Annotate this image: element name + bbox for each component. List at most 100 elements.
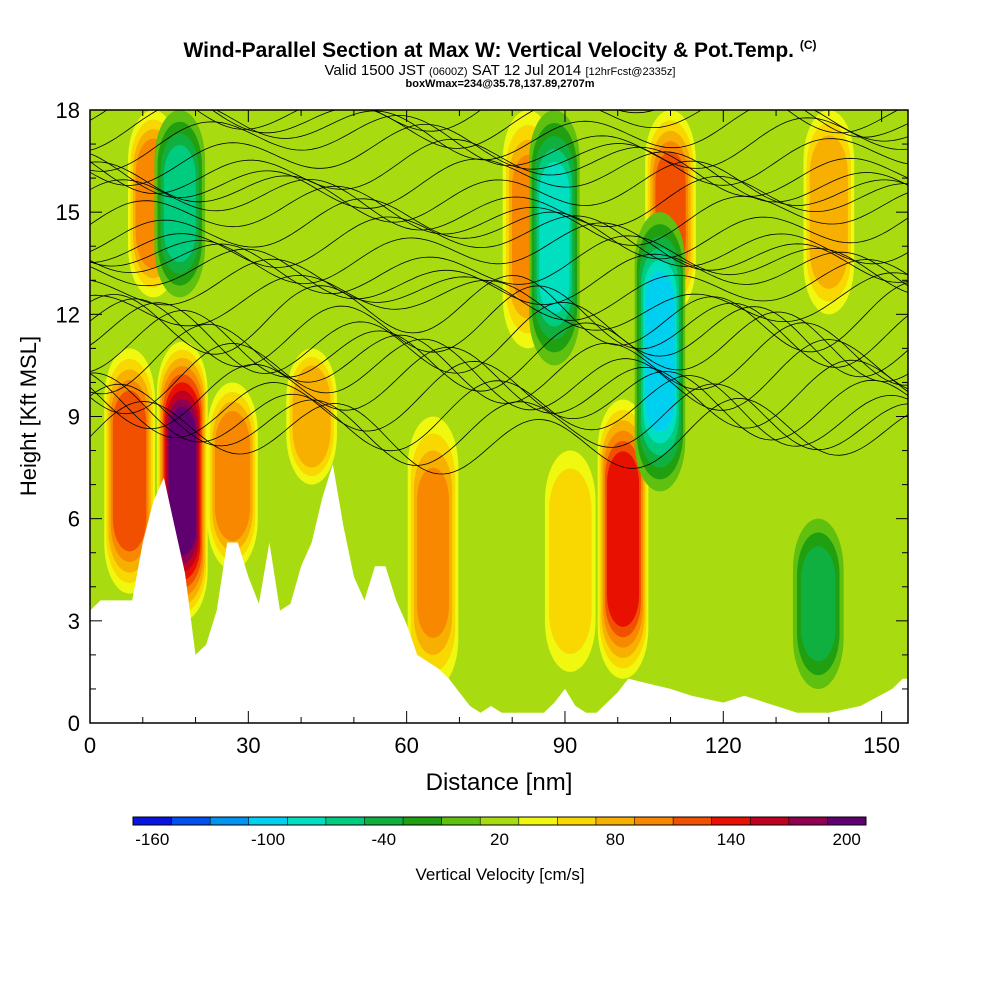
velocity-core <box>407 416 459 689</box>
velocity-band <box>417 467 450 638</box>
x-tick-label: 0 <box>84 733 96 758</box>
isentrope-line <box>90 397 908 475</box>
title-main: Wind-Parallel Section at Max W: Vertical… <box>183 39 794 62</box>
velocity-core <box>286 348 337 485</box>
velocity-core <box>154 110 206 298</box>
colorbar-segment <box>441 817 481 825</box>
velocity-band <box>608 461 638 617</box>
chart-title: Wind-Parallel Section at Max W: Vertical… <box>0 38 1000 63</box>
plot-area <box>89 109 909 724</box>
velocity-band <box>552 486 588 637</box>
velocity-core <box>792 518 844 689</box>
valid-utc: (0600Z) <box>429 66 468 78</box>
colorbar-segment <box>595 817 635 825</box>
colorbar-segment <box>634 817 674 825</box>
colorbar-segment <box>171 817 211 825</box>
y-tick-label: 12 <box>56 302 80 327</box>
isentrope-line <box>90 160 908 223</box>
isentrope-line <box>90 301 908 378</box>
velocity-core <box>529 110 580 366</box>
velocity-core <box>157 341 208 621</box>
colorbar-segment <box>210 817 250 825</box>
y-tick-label: 15 <box>56 200 80 225</box>
isentrope-line <box>90 383 908 466</box>
title-mark: (C) <box>799 38 817 52</box>
velocity-core <box>634 212 686 492</box>
isentrope-line <box>90 338 908 415</box>
axes: 0 30 60 90 120 150 0 3 6 9 12 15 18 <box>56 98 908 758</box>
colorbar-segment <box>557 817 597 825</box>
colorbar-tick-label: -40 <box>371 830 396 849</box>
y-tick-label: 6 <box>68 507 80 532</box>
colorbar-tick-label: 200 <box>833 830 861 849</box>
isentrope-line <box>90 372 908 452</box>
velocity-band <box>539 162 570 314</box>
velocity-band <box>114 401 145 541</box>
y-axis-label: Height [Kft MSL] <box>16 336 41 496</box>
velocity-band <box>812 148 845 277</box>
velocity-band <box>801 546 836 662</box>
velocity-band <box>163 145 196 263</box>
isentrope-line <box>90 310 908 392</box>
isentrope-line <box>90 215 908 268</box>
x-axis-label: Distance [nm] <box>426 769 573 796</box>
colorbar-segment <box>711 817 751 825</box>
colorbar-label: Vertical Velocity [cm/s] <box>415 865 584 884</box>
colorbar-tick-label: 140 <box>717 830 745 849</box>
velocity-core <box>597 399 649 679</box>
isentrope-line <box>90 185 908 246</box>
colorbar: -160 -100 -40 20 80 140 200 <box>132 816 867 849</box>
isentrope-line <box>90 322 908 404</box>
x-tick-label: 60 <box>394 733 418 758</box>
y-tick-label: 0 <box>68 711 80 736</box>
colorbar-tick-label: 80 <box>606 830 625 849</box>
velocity-core <box>104 348 155 594</box>
velocity-band <box>217 420 248 532</box>
y-tick-label: 18 <box>56 98 80 123</box>
velocity-band <box>168 406 197 556</box>
colorbar-segment <box>518 817 558 825</box>
colorbar-segment <box>827 817 867 825</box>
x-tick-label: 120 <box>705 733 742 758</box>
colorbar-segment <box>750 817 790 825</box>
colorbar-segment <box>788 817 828 825</box>
isentrope-line <box>90 110 908 149</box>
y-tick-label: 3 <box>68 609 80 634</box>
box-info: boxWmax=234@35.78,137.89,2707m <box>405 78 595 90</box>
colorbar-segment <box>673 817 712 825</box>
colorbar-tick-label: -160 <box>135 830 169 849</box>
isentrope-line <box>90 360 908 441</box>
x-tick-label: 90 <box>553 733 577 758</box>
isentrope-line <box>90 275 908 355</box>
isentrope-line <box>90 272 908 331</box>
colorbar-frame <box>132 816 867 826</box>
isentrope-line <box>90 235 908 295</box>
potential-temperature-contours <box>90 110 908 475</box>
colorbar-tick-label: -100 <box>251 830 285 849</box>
isentrope-line <box>90 124 908 186</box>
velocity-band <box>295 373 328 460</box>
y-tick-label: 9 <box>68 405 80 430</box>
velocity-band <box>645 272 675 432</box>
isentrope-line <box>90 175 908 231</box>
x-tick-label: 150 <box>863 733 900 758</box>
velocity-core <box>544 450 596 672</box>
isentrope-line <box>90 248 908 306</box>
x-tick-label: 30 <box>236 733 260 758</box>
colorbar-segment <box>403 817 442 825</box>
velocity-field <box>104 110 855 689</box>
colorbar-segment <box>248 817 288 825</box>
valid-prefix: Valid 1500 JST <box>324 62 425 79</box>
terrain-profile <box>90 464 908 723</box>
velocity-core <box>207 382 258 570</box>
colorbar-segment <box>133 817 172 825</box>
colorbar-segment <box>287 817 327 825</box>
isentrope-line <box>90 110 908 161</box>
isentrope-line <box>195 110 899 134</box>
isentrope-line <box>90 115 908 172</box>
colorbar-tick-label: 20 <box>490 830 509 849</box>
colorbar-segment <box>364 817 404 825</box>
terrain <box>90 464 908 723</box>
isentrope-line <box>90 285 908 368</box>
